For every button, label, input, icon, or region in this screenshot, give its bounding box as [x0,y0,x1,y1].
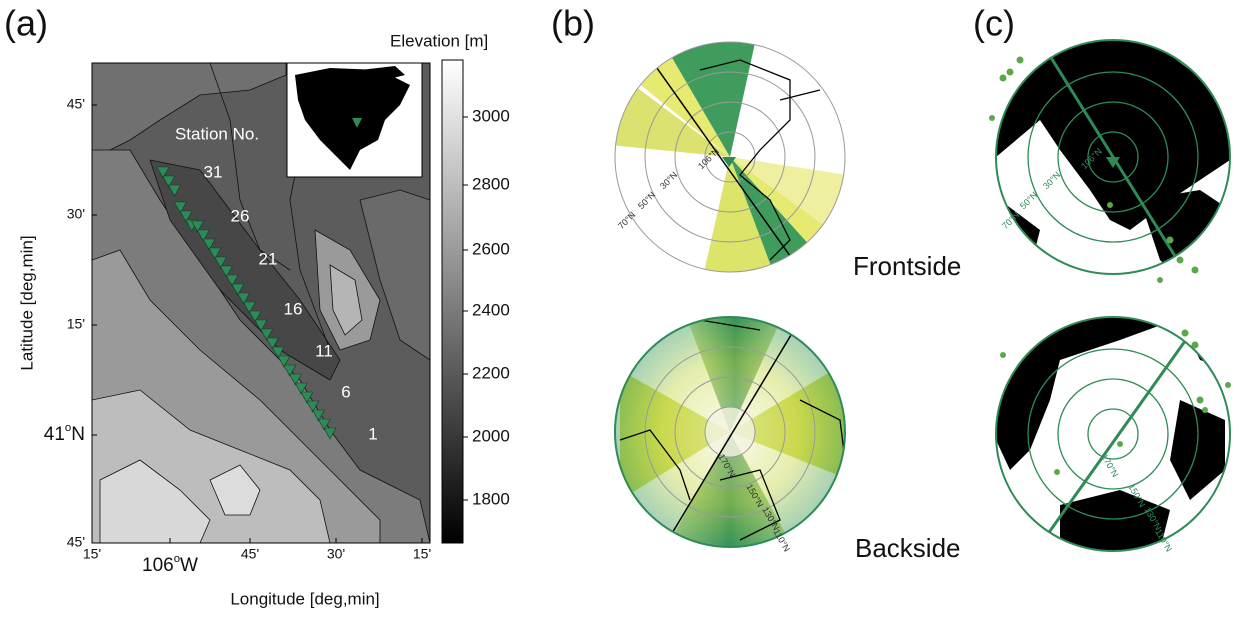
map-frame [91,62,431,544]
station [311,409,325,422]
backside-path-map [996,317,1230,551]
colorbar-title: Elevation [m] [390,31,488,50]
colorbar-tick-label: 2800 [472,174,510,193]
tick-main: 106 [142,555,174,576]
station-number: 31 [204,162,223,181]
station [300,391,314,404]
station-number: 26 [231,206,250,225]
x-tick-label: 15' [83,546,101,562]
station [254,319,268,332]
frontside-rim [995,39,1231,275]
backside-rim [614,316,846,548]
station-triangles [156,166,337,440]
caption: Frontside [853,251,961,281]
station [294,382,308,395]
y-tick-label: 45' [67,96,85,112]
station [306,400,320,413]
x-tick-label: 15' [413,546,431,562]
colorbar-tick-label: 2400 [472,300,510,319]
y-tick-label: 15' [67,316,85,332]
colorbar-tick-label: 3000 [472,106,510,125]
station [208,247,222,260]
station [191,220,205,233]
x-tick-label: 106oW [142,553,198,576]
frontside-map [615,42,845,272]
station-marker [1106,157,1120,168]
station [225,274,239,287]
station [265,337,279,350]
frontside-rim [614,41,846,273]
station [214,256,228,269]
station [196,229,210,242]
station-marker [722,157,736,167]
event-points [989,56,1199,283]
station [323,427,337,440]
tick-sup: o [174,553,180,565]
y-axis-title: Latitude [deg,min] [17,235,36,370]
tick-sup: o [65,422,71,434]
station [260,328,274,341]
station [231,283,245,296]
station [248,310,262,323]
tick-unit: N [71,424,85,445]
station [202,238,216,251]
station [283,364,297,377]
station [277,355,291,368]
tick-main: 41 [44,424,65,445]
station [179,210,193,223]
station [242,301,256,314]
station [173,201,187,214]
station-title: Station No. [175,124,259,143]
tick-unit: W [180,555,198,576]
colorbar-tick-label: 2600 [472,239,510,258]
station [271,346,285,359]
station [317,418,331,431]
backside-map [615,317,845,547]
y-tick-label: 45' [67,534,85,550]
station [288,373,302,386]
station-number: 16 [284,299,303,318]
station [237,292,251,305]
station-number: 6 [341,382,350,401]
station-number: 11 [315,341,333,360]
x-axis-title: Longitude [deg,min] [230,589,379,608]
panel-label: (b) [551,3,595,44]
station-number: 1 [368,424,377,443]
station [156,166,170,179]
y-tick-label: 41oN [44,422,85,445]
station [168,184,182,197]
colorbar-tick-label: 2200 [472,363,510,382]
panel-label: (a) [4,3,48,44]
caption: Backside [855,533,961,563]
station-number: 21 [259,249,278,268]
station [162,175,176,188]
colorbar-tick-label: 2000 [472,426,510,445]
y-tick-label: 30' [67,206,85,222]
colorbar [441,59,464,544]
backside-rim [995,316,1231,552]
panel-label: (c) [973,3,1015,44]
event-points [1000,329,1231,475]
x-tick-label: 30' [327,546,345,562]
x-tick-label: 45' [241,546,259,562]
inset-map [286,62,423,178]
station [219,265,233,278]
colorbar-tick-label: 1800 [472,489,510,508]
